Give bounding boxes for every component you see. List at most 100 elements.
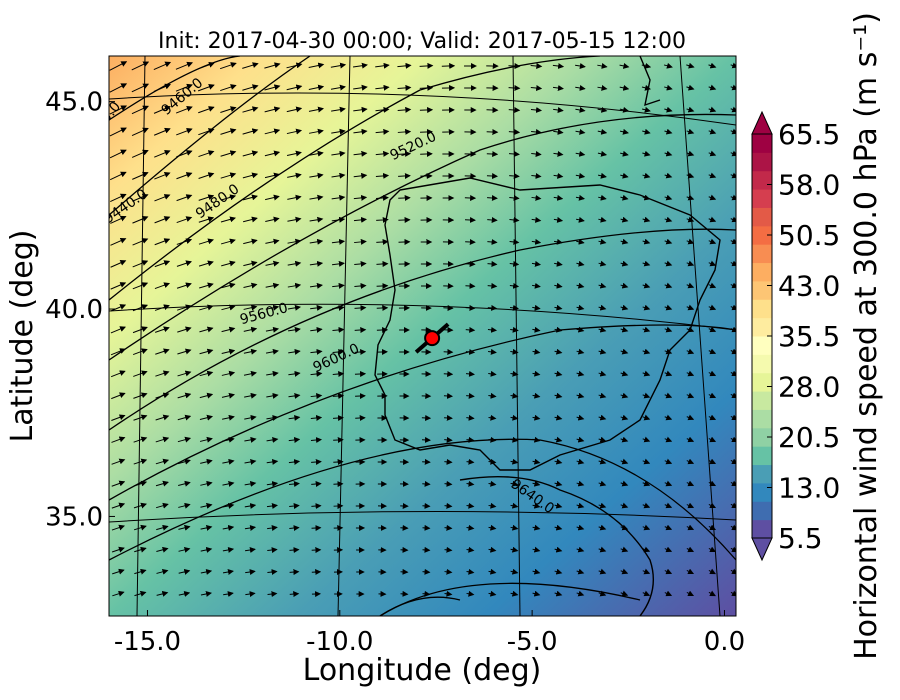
y-tick-label: 35.0 [45, 502, 103, 532]
wind-vector [686, 304, 695, 311]
wind-vector [730, 282, 736, 289]
wind-vector [264, 150, 281, 157]
wind-vector [708, 172, 717, 179]
wind-vector [642, 172, 651, 179]
wind-vector [110, 304, 127, 312]
colorbar-segment [752, 134, 772, 153]
wind-vector [354, 260, 367, 267]
x-axis-label: Longitude (deg) [303, 653, 542, 688]
wind-vector [641, 84, 652, 91]
wind-vector [487, 304, 498, 311]
wind-vector [266, 436, 279, 443]
wind-vector [242, 84, 259, 91]
wind-vector [532, 370, 541, 377]
wind-vector [267, 525, 278, 531]
wind-vector [154, 282, 171, 290]
wind-vector [531, 172, 542, 179]
wind-vector [333, 459, 344, 466]
wind-vector [488, 458, 497, 465]
wind-vector [510, 370, 519, 377]
wind-vector [332, 415, 344, 421]
wind-vector [309, 260, 324, 267]
wind-vector [686, 568, 695, 575]
wind-vector [308, 62, 325, 69]
wind-vector [620, 502, 629, 509]
wind-vector [176, 128, 193, 136]
wind-vector [598, 436, 607, 443]
wind-vector [708, 436, 717, 443]
wind-vector [730, 194, 736, 201]
wind-vector [155, 458, 170, 465]
wind-vector [288, 414, 301, 421]
wind-vector [488, 590, 497, 597]
wind-vector [444, 524, 453, 531]
wind-vector [332, 282, 345, 289]
wind-vector [444, 436, 453, 443]
wind-vector [509, 282, 520, 289]
station-marker-group [414, 322, 450, 354]
wind-vector [730, 150, 736, 157]
wind-vector [353, 172, 368, 179]
wind-vector [598, 260, 607, 267]
wind-vector [354, 326, 367, 333]
wind-vector [664, 106, 673, 113]
wind-vector [664, 436, 673, 443]
wind-vector [576, 546, 585, 553]
wind-vector [220, 150, 237, 157]
wind-vector [132, 304, 149, 312]
wind-vector [620, 216, 629, 223]
wind-vector [289, 547, 300, 554]
wind-vector [221, 326, 236, 333]
wind-vector [244, 458, 257, 465]
colorbar-segment [752, 152, 772, 172]
wind-vector [375, 62, 390, 69]
colorbar: 5.5 13.0 20.5 28.0 35.5 43.0 50.5 58.0 65.5 [751, 110, 840, 562]
wind-vector [199, 414, 214, 421]
wind-vector [708, 238, 717, 245]
wind-vector [730, 128, 736, 135]
wind-vector [266, 392, 279, 399]
wind-vector [197, 61, 215, 70]
wind-vector [576, 282, 585, 289]
wind-vector [510, 436, 519, 443]
wind-vector [223, 591, 234, 597]
wind-vector [375, 106, 390, 113]
wind-vector [510, 348, 519, 355]
wind-vector [154, 172, 171, 180]
wind-vector [597, 128, 608, 135]
wind-vector [309, 238, 324, 245]
wind-vector [397, 84, 412, 91]
wind-vector [598, 568, 607, 575]
wind-vector [155, 480, 169, 487]
wind-vector [286, 106, 303, 113]
wind-vector [245, 547, 256, 553]
wind-vector [642, 150, 651, 157]
wind-vector [310, 392, 323, 399]
wind-vector [110, 260, 127, 268]
wind-vector [642, 524, 651, 531]
wind-vector [509, 172, 520, 179]
wind-vector [553, 194, 564, 201]
wind-vector [664, 128, 673, 135]
wind-vector [642, 436, 651, 443]
x-tick-label: -10.0 [306, 627, 373, 657]
wind-vector [664, 172, 673, 179]
wind-vector [620, 590, 629, 597]
colorbar-tick-label: 13.0 [778, 472, 840, 505]
wind-vector [109, 105, 128, 115]
wind-vector [288, 459, 301, 465]
y-tick-label: 40.0 [45, 295, 103, 325]
wind-vector [531, 216, 542, 223]
wind-vector [553, 107, 564, 113]
wind-vector [620, 568, 629, 575]
wind-vector [531, 129, 542, 135]
wind-vector [686, 106, 695, 113]
wind-vector [353, 216, 368, 223]
wind-vector [244, 480, 257, 487]
wind-vector [575, 150, 586, 157]
wind-vector [198, 194, 215, 201]
wind-vector [331, 172, 346, 179]
wind-vector [642, 216, 651, 223]
wind-vector [175, 105, 193, 114]
wind-vector [532, 304, 541, 311]
